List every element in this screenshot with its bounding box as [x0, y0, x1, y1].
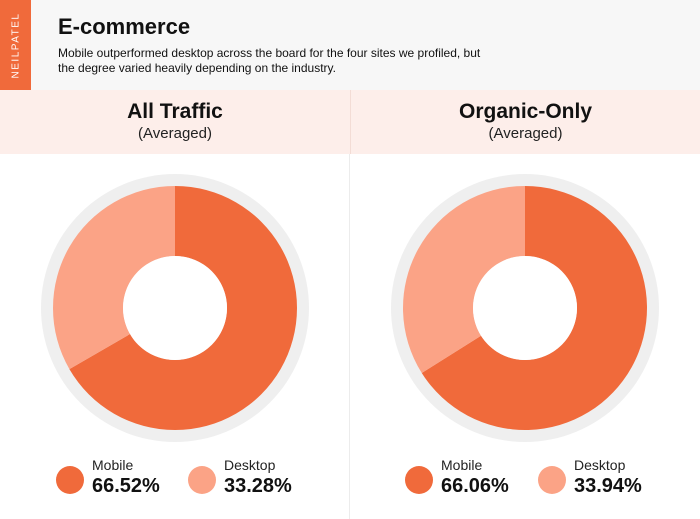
legend-label: Mobile — [92, 457, 134, 473]
panel-title: Organic-Only — [458, 100, 593, 123]
legend-swatch-mobile — [405, 466, 433, 494]
panel-header-all-traffic: All Traffic (Averaged) — [0, 90, 350, 154]
legend-value: 33.94% — [574, 475, 642, 497]
legend-label: Desktop — [574, 457, 626, 473]
legend-item-desktop: Desktop 33.28% — [188, 456, 292, 498]
donut-chart-all-traffic — [41, 174, 309, 442]
page-description: Mobile outperformed desktop across the b… — [58, 46, 481, 75]
donut-chart-organic-only — [391, 174, 659, 442]
panel-divider — [349, 154, 350, 519]
legend-item-mobile: Mobile 66.06% — [405, 456, 509, 498]
donut-center-hole — [473, 256, 577, 360]
brand-name: NEILPATEL — [10, 12, 21, 78]
donut-center-hole — [123, 256, 227, 360]
donut-slice-mobile — [421, 186, 647, 430]
legend-item-desktop: Desktop 33.94% — [538, 456, 642, 498]
donut-slice-desktop — [403, 186, 525, 373]
panel-subtitle: (Averaged) — [488, 125, 563, 142]
legend-item-mobile: Mobile 66.52% — [56, 456, 160, 498]
legend-value: 33.28% — [224, 475, 292, 497]
legend-value: 66.06% — [441, 475, 509, 497]
page-header: E-commerce Mobile outperformed desktop a… — [31, 0, 700, 90]
legend-value: 66.52% — [92, 475, 160, 497]
panel-subtitle: (Averaged) — [138, 125, 212, 142]
legend-swatch-desktop — [538, 466, 566, 494]
donut-slice-desktop — [53, 186, 175, 370]
panel-title: All Traffic — [127, 100, 223, 123]
legend-label: Mobile — [441, 457, 483, 473]
panel-header-organic-only: Organic-Only (Averaged) — [350, 90, 700, 154]
legend-swatch-mobile — [56, 466, 84, 494]
legend-label: Desktop — [224, 457, 276, 473]
legend-swatch-desktop — [188, 466, 216, 494]
brand-logo-tab: NEILPATEL — [0, 0, 31, 90]
donut-slice-mobile — [69, 186, 298, 431]
page-title: E-commerce — [58, 14, 191, 39]
